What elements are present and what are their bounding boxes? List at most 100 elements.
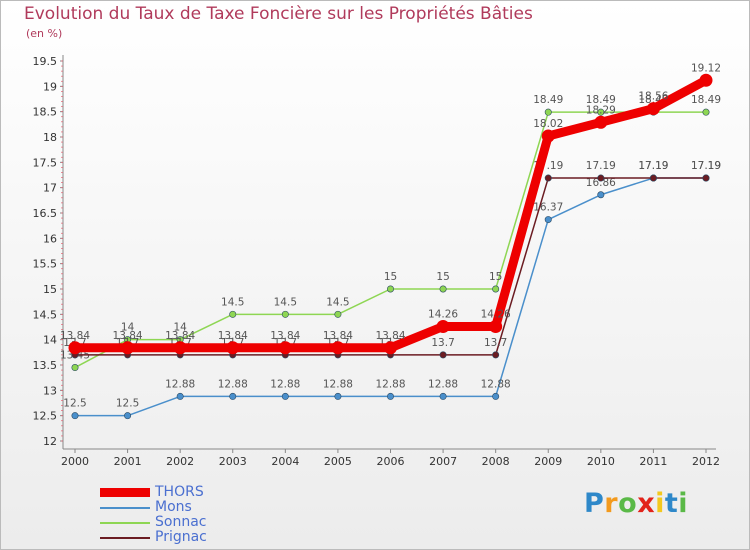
data-point-mons [544, 216, 552, 224]
legend-item-sonnac: Sonnac [100, 515, 207, 530]
data-label-thors: 13.84 [113, 330, 143, 342]
data-point-thors [699, 73, 713, 87]
x-tick-label: 2010 [587, 455, 615, 468]
data-label-mons: 12.5 [116, 398, 139, 410]
legend-item-prignac: Prignac [100, 530, 207, 545]
data-point-sonnac [439, 285, 447, 293]
data-point-sonnac [281, 310, 289, 318]
data-label-mons: 12.5 [63, 398, 86, 410]
data-label-thors: 19.12 [691, 62, 721, 74]
data-point-thors [384, 341, 397, 355]
data-point-mons [597, 191, 605, 199]
data-point-mons [386, 392, 394, 400]
data-label-sonnac: 14.5 [221, 296, 244, 308]
data-point-thors [331, 341, 345, 355]
x-tick-label: 2007 [429, 455, 457, 468]
y-tick-label: 15 [43, 283, 57, 296]
y-tick-label: 18.5 [33, 106, 58, 119]
data-point-prignac [649, 174, 657, 182]
data-label-prignac: 13.7 [484, 337, 507, 349]
legend-swatch-mons [100, 506, 150, 509]
x-tick-label: 2005 [324, 455, 352, 468]
data-point-mons [439, 392, 447, 400]
data-label-thors: 18.02 [533, 118, 563, 130]
data-point-mons [334, 392, 342, 400]
data-point-prignac [597, 174, 605, 182]
data-label-prignac: 17.19 [586, 160, 616, 172]
x-tick-label: 2001 [114, 455, 142, 468]
y-tick-label: 12.5 [33, 410, 58, 423]
data-label-sonnac: 14.5 [274, 296, 297, 308]
proxiti-logo: Proxiti [584, 488, 688, 519]
series-line-prignac [74, 177, 707, 356]
data-point-mons [492, 392, 500, 400]
data-point-prignac [544, 174, 552, 182]
y-tick-label: 17 [43, 182, 57, 195]
data-label-sonnac: 15 [489, 271, 502, 283]
x-tick-label: 2003 [219, 455, 247, 468]
data-point-thors [68, 341, 82, 355]
x-tick-label: 2002 [166, 455, 194, 468]
legend-label-mons: Mons [155, 499, 192, 515]
data-label-mons: 12.88 [428, 378, 458, 390]
data-point-sonnac [544, 108, 552, 116]
y-tick-label: 13.5 [33, 359, 58, 372]
y-tick-label: 13 [43, 384, 57, 397]
data-point-mons [124, 412, 132, 420]
data-point-sonnac [492, 285, 500, 293]
data-label-sonnac: 18.49 [586, 94, 616, 106]
x-tick-label: 2004 [271, 455, 299, 468]
x-tick-label: 2000 [61, 455, 89, 468]
data-label-mons: 12.88 [375, 378, 405, 390]
data-label-sonnac: 14 [121, 322, 135, 334]
legend-swatch-thors [100, 488, 150, 497]
data-label-sonnac: 18.49 [533, 94, 563, 106]
data-point-thors [541, 129, 555, 143]
data-label-thors: 13.84 [270, 330, 300, 342]
data-label-sonnac: 14 [173, 322, 187, 334]
data-point-sonnac [386, 285, 394, 293]
data-label-mons: 17.19 [638, 160, 668, 172]
data-point-thors [646, 102, 660, 116]
data-label-mons: 12.88 [270, 378, 300, 390]
x-tick-label: 2011 [639, 455, 667, 468]
data-point-mons [71, 412, 79, 420]
data-point-thors [594, 115, 608, 129]
data-point-mons [176, 392, 184, 400]
x-tick-label: 2006 [377, 455, 405, 468]
data-label-mons: 16.86 [586, 177, 616, 189]
data-point-prignac [702, 174, 710, 182]
data-label-thors: 14.26 [428, 308, 458, 320]
series-line-thors [70, 75, 711, 353]
y-tick-label: 15.5 [33, 258, 58, 271]
data-label-thors: 13.84 [375, 330, 405, 342]
data-point-sonnac [334, 310, 342, 318]
data-label-sonnac: 14.5 [326, 296, 349, 308]
logo-letter: i [678, 488, 689, 519]
unit-label: (en %) [26, 27, 63, 40]
legend-label-thors: THORS [155, 484, 204, 500]
data-point-thors [173, 341, 187, 355]
legend-item-mons: Mons [100, 500, 207, 515]
data-point-thors [226, 341, 240, 355]
y-tick-label: 19 [43, 80, 57, 93]
data-label-prignac: 17.19 [638, 160, 668, 172]
data-point-thors [436, 319, 450, 333]
logo-letter: x [637, 488, 656, 519]
data-point-prignac [492, 351, 500, 359]
logo-letter: P [584, 488, 605, 519]
data-point-sonnac [71, 364, 79, 372]
logo-letter: i [655, 488, 665, 519]
y-tick-label: 18 [43, 131, 57, 144]
data-label-mons: 12.88 [323, 378, 353, 390]
legend-swatch-prignac [100, 536, 150, 539]
data-label-prignac: 13.7 [431, 337, 454, 349]
y-tick-label: 16.5 [33, 207, 58, 220]
data-point-sonnac [702, 108, 710, 116]
data-label-mons: 17.19 [691, 160, 721, 172]
data-label-mons: 12.88 [165, 378, 195, 390]
logo-letter: t [664, 488, 679, 519]
data-point-thors [278, 341, 292, 355]
logo-letter: o [618, 488, 638, 519]
